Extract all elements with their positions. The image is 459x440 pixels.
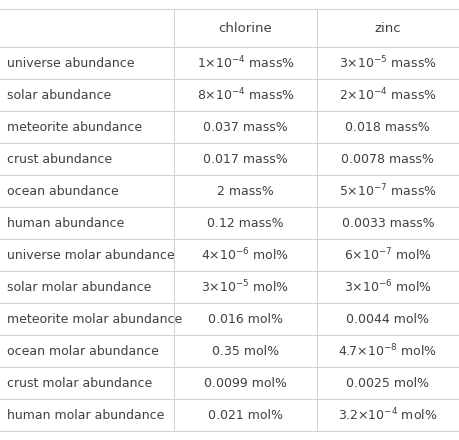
Text: $4{\times}10^{-6}$ mol%: $4{\times}10^{-6}$ mol% <box>202 247 290 264</box>
Text: $8{\times}10^{-4}$ mass%: $8{\times}10^{-4}$ mass% <box>196 87 295 103</box>
Text: chlorine: chlorine <box>218 22 273 34</box>
Text: zinc: zinc <box>375 22 401 34</box>
Text: $6{\times}10^{-7}$ mol%: $6{\times}10^{-7}$ mol% <box>344 247 432 264</box>
Text: $3.2{\times}10^{-4}$ mol%: $3.2{\times}10^{-4}$ mol% <box>338 407 437 423</box>
Text: $5{\times}10^{-7}$ mass%: $5{\times}10^{-7}$ mass% <box>339 183 437 199</box>
Text: $3{\times}10^{-6}$ mol%: $3{\times}10^{-6}$ mol% <box>344 279 432 296</box>
Text: 0.0044 mol%: 0.0044 mol% <box>347 313 429 326</box>
Text: 0.037 mass%: 0.037 mass% <box>203 121 288 134</box>
Text: meteorite molar abundance: meteorite molar abundance <box>7 313 182 326</box>
Text: $3{\times}10^{-5}$ mass%: $3{\times}10^{-5}$ mass% <box>339 55 437 72</box>
Text: 0.12 mass%: 0.12 mass% <box>207 217 284 230</box>
Text: human abundance: human abundance <box>7 217 124 230</box>
Text: $2{\times}10^{-4}$ mass%: $2{\times}10^{-4}$ mass% <box>339 87 437 103</box>
Text: crust abundance: crust abundance <box>7 153 112 166</box>
Text: 0.016 mol%: 0.016 mol% <box>208 313 283 326</box>
Text: ocean abundance: ocean abundance <box>7 185 118 198</box>
Text: $4.7{\times}10^{-8}$ mol%: $4.7{\times}10^{-8}$ mol% <box>338 343 437 359</box>
Text: 2 mass%: 2 mass% <box>217 185 274 198</box>
Text: 0.0078 mass%: 0.0078 mass% <box>341 153 434 166</box>
Text: 0.0025 mol%: 0.0025 mol% <box>346 377 430 390</box>
Text: 0.0033 mass%: 0.0033 mass% <box>341 217 434 230</box>
Text: ocean molar abundance: ocean molar abundance <box>7 345 159 358</box>
Text: 0.018 mass%: 0.018 mass% <box>346 121 430 134</box>
Text: $3{\times}10^{-5}$ mol%: $3{\times}10^{-5}$ mol% <box>202 279 290 296</box>
Text: human molar abundance: human molar abundance <box>7 409 164 422</box>
Text: universe abundance: universe abundance <box>7 57 134 70</box>
Text: 0.021 mol%: 0.021 mol% <box>208 409 283 422</box>
Text: 0.017 mass%: 0.017 mass% <box>203 153 288 166</box>
Text: 0.35 mol%: 0.35 mol% <box>212 345 279 358</box>
Text: meteorite abundance: meteorite abundance <box>7 121 142 134</box>
Text: solar abundance: solar abundance <box>7 89 111 102</box>
Text: crust molar abundance: crust molar abundance <box>7 377 152 390</box>
Text: universe molar abundance: universe molar abundance <box>7 249 174 262</box>
Text: solar molar abundance: solar molar abundance <box>7 281 151 294</box>
Text: 0.0099 mol%: 0.0099 mol% <box>204 377 287 390</box>
Text: $1{\times}10^{-4}$ mass%: $1{\times}10^{-4}$ mass% <box>196 55 295 72</box>
